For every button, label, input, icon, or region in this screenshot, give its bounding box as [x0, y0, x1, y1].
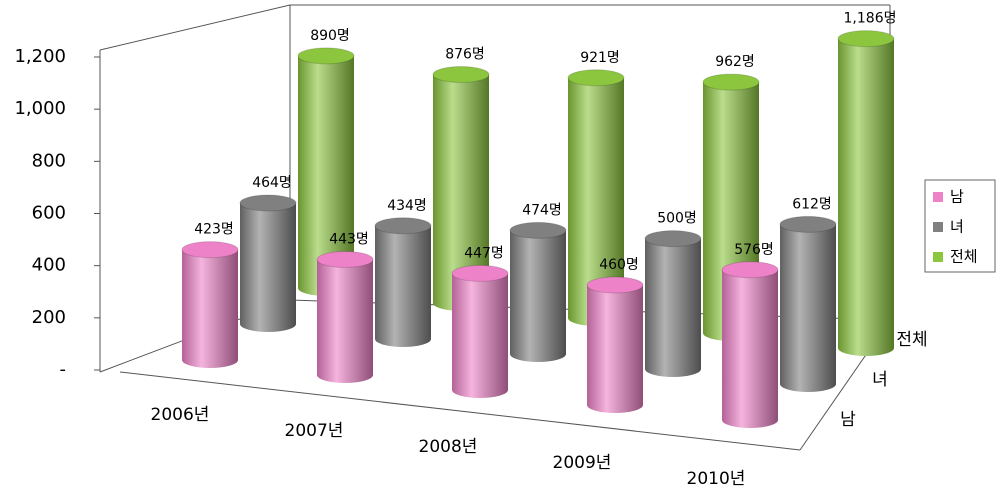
y-tick-label: 400	[32, 255, 66, 276]
legend-swatch	[933, 222, 943, 232]
x-tick-label: 2010년	[687, 469, 746, 489]
x-tick-label: 2009년	[553, 453, 612, 473]
cylinder-top	[644, 230, 702, 248]
y-tick-label: 1,000	[14, 98, 66, 119]
cylinder	[779, 215, 837, 392]
cylinder-top	[181, 241, 239, 259]
cylinder-top	[509, 221, 567, 239]
cylinder	[837, 30, 895, 356]
cylinder-body	[317, 259, 373, 383]
cylinder-body	[452, 273, 508, 398]
cylinder-body	[240, 202, 296, 332]
y-tick-label: 1,200	[14, 46, 66, 67]
legend-label: 녀	[950, 218, 964, 236]
value-label: 1,186명	[844, 11, 897, 27]
value-label: 890명	[310, 28, 350, 44]
value-label: 447명	[464, 245, 504, 261]
legend-swatch	[933, 252, 943, 262]
cylinder-top	[297, 47, 355, 65]
cylinder	[567, 69, 625, 327]
legend-label: 남	[950, 188, 964, 206]
value-label: 962명	[715, 54, 755, 70]
cylinder-top	[837, 30, 895, 48]
x-tick-label: 2006년	[151, 405, 210, 425]
cylinder	[297, 47, 355, 296]
cylinder-body	[298, 55, 354, 296]
cylinder-top	[779, 215, 837, 233]
cylinder	[644, 230, 702, 377]
y-tick-label: 600	[32, 203, 66, 224]
depth-label: 남	[840, 410, 856, 430]
y-tick-label: 800	[32, 150, 66, 171]
value-label: 921명	[580, 50, 620, 66]
cylinder-top	[239, 194, 297, 212]
cylinder	[451, 264, 509, 398]
cylinder-body	[433, 74, 489, 311]
y-tick-label: -	[60, 359, 67, 380]
cylinder-top	[721, 261, 779, 279]
cylinder-body	[568, 77, 624, 327]
value-label: 460명	[599, 257, 639, 273]
x-tick-label: 2007년	[285, 421, 344, 441]
cylinder-body	[780, 224, 836, 392]
cylinder	[239, 194, 297, 332]
value-label: 423명	[194, 222, 234, 238]
cylinder	[721, 261, 779, 428]
cylinder-body	[838, 38, 894, 356]
cylinder	[316, 250, 374, 383]
depth-label: 녀	[872, 370, 888, 390]
value-label: 576명	[734, 242, 774, 258]
cylinder-top	[567, 69, 625, 87]
value-label: 500명	[657, 211, 697, 227]
cylinder-body	[510, 230, 566, 362]
depth-label: 전체	[896, 330, 927, 350]
value-label: 612명	[792, 196, 832, 212]
value-label: 474명	[522, 202, 562, 218]
legend-swatch	[933, 192, 943, 202]
y-tick-label: 200	[32, 307, 66, 328]
cylinder-top	[432, 66, 490, 84]
cylinder-top	[702, 73, 760, 91]
cylinder	[374, 217, 432, 347]
cylinder-body	[182, 249, 238, 368]
cylinder	[586, 276, 644, 413]
value-label: 464명	[252, 175, 292, 191]
cylinder-top	[374, 217, 432, 235]
cylinder	[432, 66, 490, 311]
cylinder	[181, 241, 239, 368]
cylinder-body	[587, 285, 643, 413]
cylinder-top	[316, 250, 374, 268]
cylinder-body	[645, 238, 701, 377]
value-label: 434명	[387, 198, 427, 214]
legend-label: 전체	[950, 248, 978, 266]
x-tick-label: 2008년	[419, 437, 478, 457]
value-label: 876명	[445, 47, 485, 63]
cylinder-body	[722, 269, 778, 428]
cylinder-top	[451, 264, 509, 282]
cylinder-top	[586, 276, 644, 294]
cylinder	[509, 221, 567, 362]
value-label: 443명	[329, 231, 369, 247]
cylinder-body	[375, 225, 431, 347]
